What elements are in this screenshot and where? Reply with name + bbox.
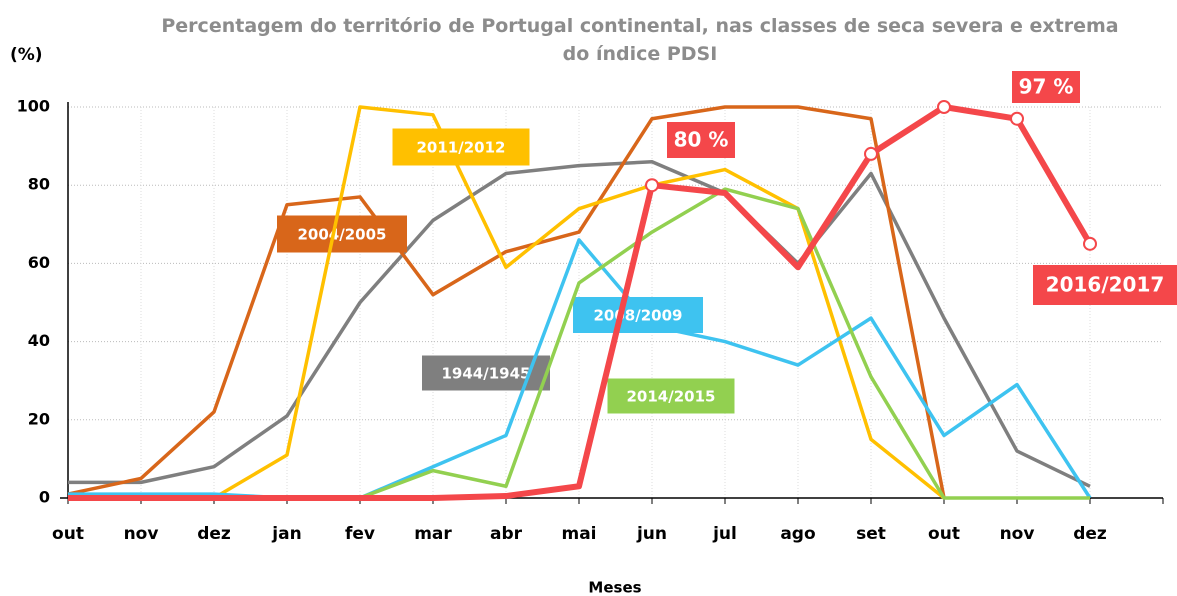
y-tick-label: 40 <box>28 331 50 350</box>
series-label: 2011/2012 <box>417 139 506 157</box>
x-tick-label: mai <box>561 524 596 544</box>
series-line <box>68 159 1091 488</box>
series-marker <box>1010 111 1024 126</box>
x-axis-label: Meses <box>588 579 641 596</box>
x-tick-label: dez <box>197 524 231 544</box>
series-label-box <box>573 297 703 333</box>
series-label-box <box>392 128 530 166</box>
series-label-box <box>607 378 735 414</box>
y-tick-label: 100 <box>17 97 50 116</box>
x-tick-label: fev <box>345 524 375 544</box>
x-tick-label: jun <box>636 524 667 544</box>
y-axis-label: (%) <box>10 45 43 65</box>
x-tick-label: jul <box>712 524 737 544</box>
y-tick-label: 60 <box>28 253 50 272</box>
annotation-box <box>667 122 735 158</box>
series-label-box <box>1033 265 1177 305</box>
x-tick-label: jan <box>271 524 301 544</box>
series-label: 2014/2015 <box>627 388 716 406</box>
x-tick-label: dez <box>1073 524 1107 544</box>
annotation: 97 % <box>1019 75 1074 99</box>
series-label: 2016/2017 <box>1046 273 1165 297</box>
series-line <box>359 187 1090 500</box>
series-line <box>67 105 946 499</box>
annotation: 80 % <box>674 128 729 152</box>
y-tick-label: 0 <box>39 488 50 507</box>
series-line <box>68 104 1093 501</box>
series-label-box <box>277 215 407 253</box>
annotation-box <box>1012 71 1080 103</box>
series-label: 1944/1945 <box>442 365 531 383</box>
y-tick-label: 20 <box>28 409 50 428</box>
series-label: 2008/2009 <box>594 307 683 325</box>
x-tick-label: set <box>856 524 886 544</box>
x-tick-label: out <box>928 524 960 544</box>
x-tick-label: nov <box>124 524 159 544</box>
series-marker <box>1083 236 1097 251</box>
x-tick-label: mar <box>414 524 452 544</box>
x-tick-label: ago <box>780 524 815 544</box>
y-tick-label: 80 <box>28 175 50 194</box>
series-marker <box>937 100 951 114</box>
x-tick-label: out <box>52 524 84 544</box>
series-marker <box>864 146 878 161</box>
series-marker <box>645 178 659 193</box>
series-label: 2004/2005 <box>298 226 387 244</box>
chart-title: Percentagem do território de Portugal co… <box>161 15 1119 65</box>
x-tick-label: abr <box>490 524 523 544</box>
x-tick-label: nov <box>1000 524 1035 544</box>
